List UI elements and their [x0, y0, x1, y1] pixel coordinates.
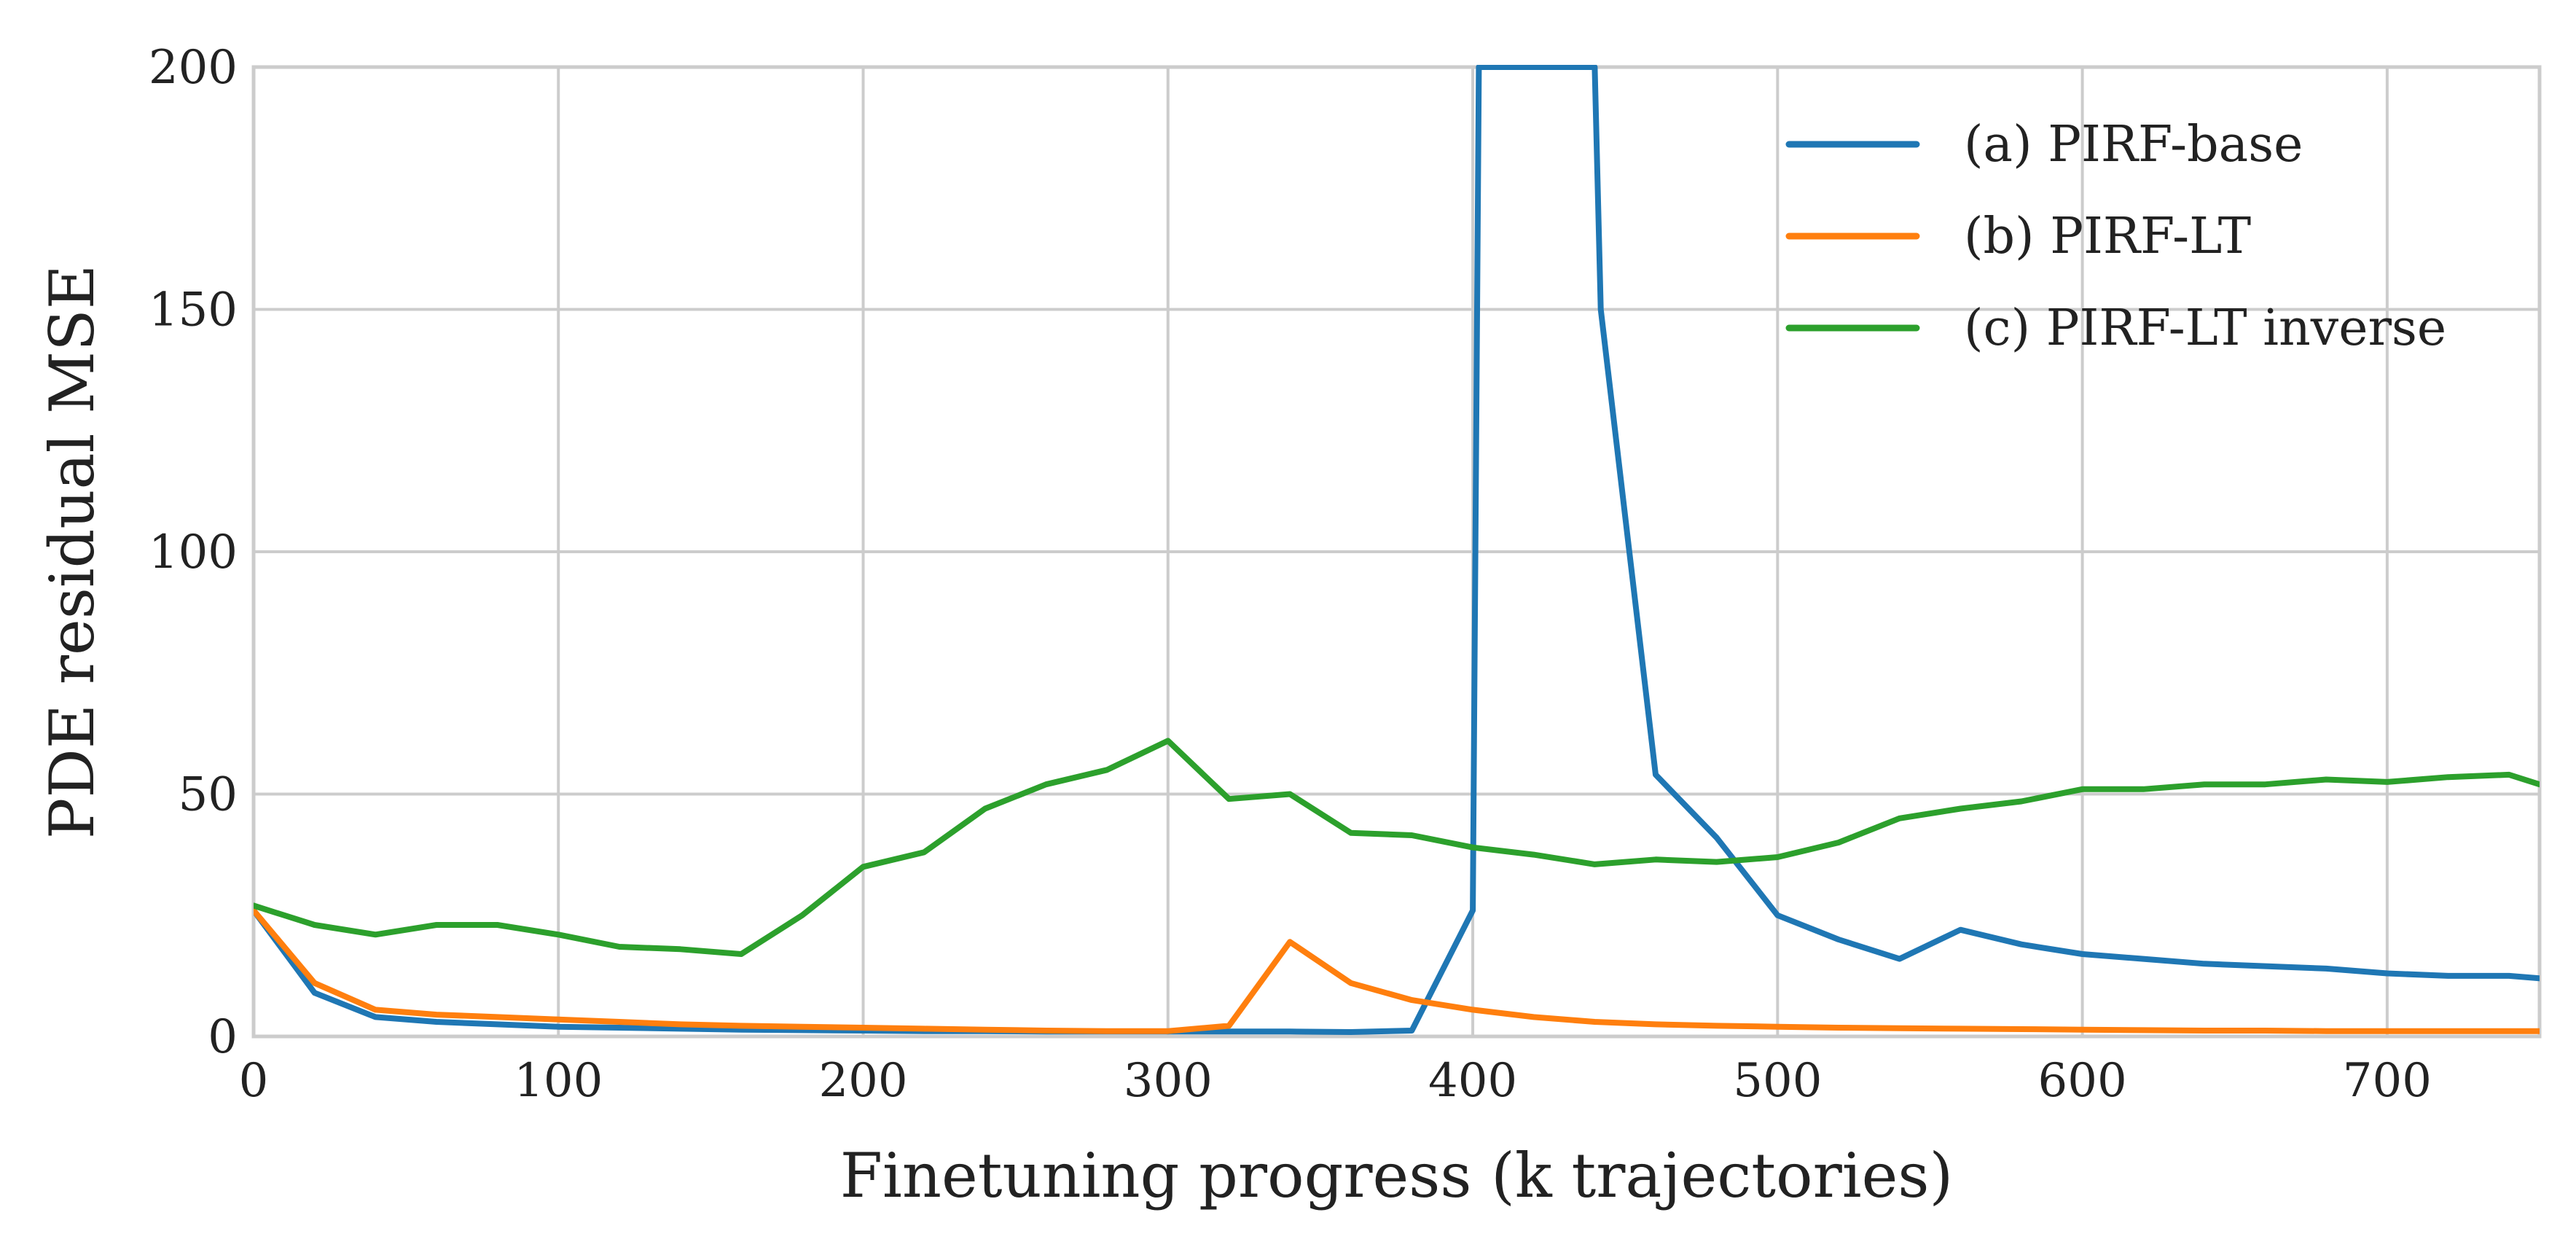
y-tick-label: 50: [179, 768, 238, 822]
y-tick-label: 200: [149, 41, 238, 95]
y-axis-title: PDE residual MSE: [36, 265, 108, 839]
y-tick-label: 0: [208, 1010, 238, 1064]
series-line-3: [254, 738, 2540, 957]
legend: (a) PIRF-base (b) PIRF-LT (c) PIRF-LT inve…: [1785, 116, 2446, 357]
legend-label: (a) PIRF-base: [1964, 116, 2303, 173]
legend-label: (b) PIRF-LT: [1964, 208, 2251, 265]
y-tick-label: 150: [149, 284, 238, 337]
x-tick-label: 300: [1124, 1054, 1213, 1108]
plot-frame: [251, 65, 2542, 1039]
series-line-1: [254, 65, 2540, 1035]
x-tick-label: 0: [239, 1054, 269, 1108]
x-axis-title: Finetuning progress (k trajectories): [840, 1140, 1954, 1211]
x-tick-label: 600: [2038, 1054, 2127, 1108]
y-tick-label: 100: [149, 526, 238, 579]
series-lines: [254, 65, 2540, 1035]
y-tick-labels: 0 50 100 150 200: [149, 41, 238, 1064]
series-line-2: [254, 907, 2540, 1034]
x-tick-label: 700: [2343, 1054, 2432, 1108]
x-tick-label: 400: [1428, 1054, 1517, 1108]
x-tick-label: 500: [1733, 1054, 1822, 1108]
x-tick-labels: 0 100 200 300 400 500 600 700: [239, 1054, 2432, 1108]
legend-label: (c) PIRF-LT inverse: [1964, 300, 2446, 357]
x-tick-label: 100: [514, 1054, 603, 1108]
x-tick-label: 200: [818, 1054, 907, 1108]
